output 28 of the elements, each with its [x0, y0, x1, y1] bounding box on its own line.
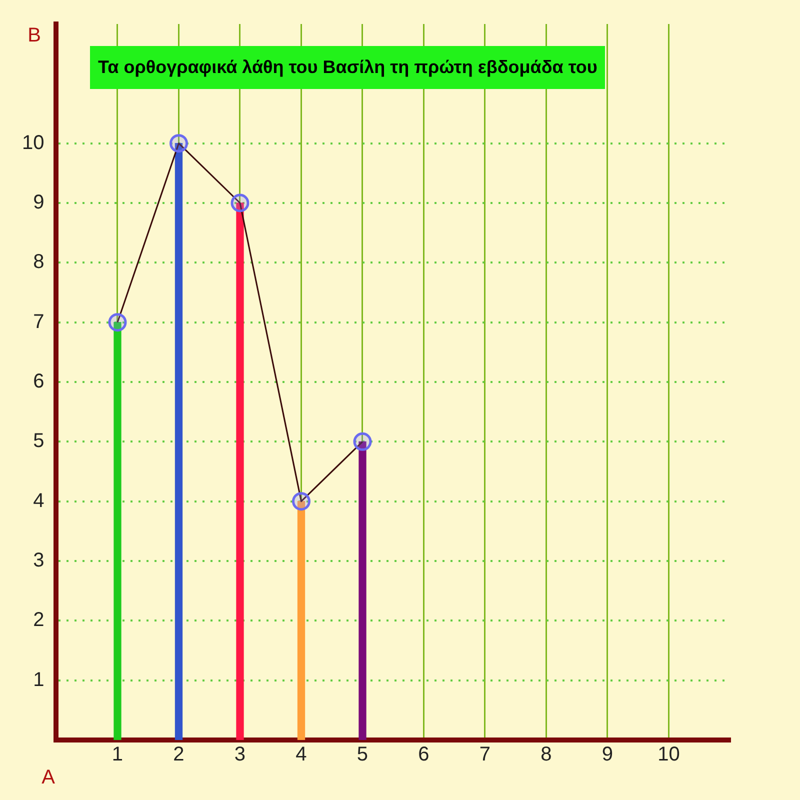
x-tick-label: 6 [418, 744, 430, 766]
y-tick-label: 4 [33, 490, 44, 512]
x-tick-label: 9 [602, 744, 614, 766]
x-tick-label: 4 [296, 744, 307, 766]
y-tick-label: 1 [33, 668, 44, 691]
bar [236, 202, 244, 740]
x-tick-label: 7 [479, 744, 491, 766]
bar [114, 322, 122, 740]
y-tick-label: 5 [33, 430, 44, 452]
y-tick-label: 8 [33, 251, 44, 274]
x-tick-label: 3 [234, 744, 246, 766]
y-tick-label: 10 [22, 132, 44, 154]
text: A [42, 766, 56, 789]
text: Τα ορθογραφικά λάθη του Βασίλη τη πρώτη εβδομάδα του [90, 46, 606, 89]
x-tick-label: 2 [173, 744, 184, 766]
x-tick-label: 8 [540, 744, 552, 766]
bar [358, 441, 366, 740]
x-tick-label: 10 [658, 744, 680, 766]
y-tick-label: 6 [33, 370, 44, 393]
text: B [28, 24, 41, 47]
bar [174, 143, 183, 740]
y-tick-label: 7 [33, 310, 44, 333]
y-tick-label: 2 [33, 609, 44, 632]
x-tick-label: 5 [356, 744, 368, 766]
bar [297, 501, 306, 740]
x-tick-label: 1 [112, 744, 124, 766]
y-tick-label: 3 [33, 550, 44, 572]
y-tick-label: 9 [33, 192, 44, 214]
